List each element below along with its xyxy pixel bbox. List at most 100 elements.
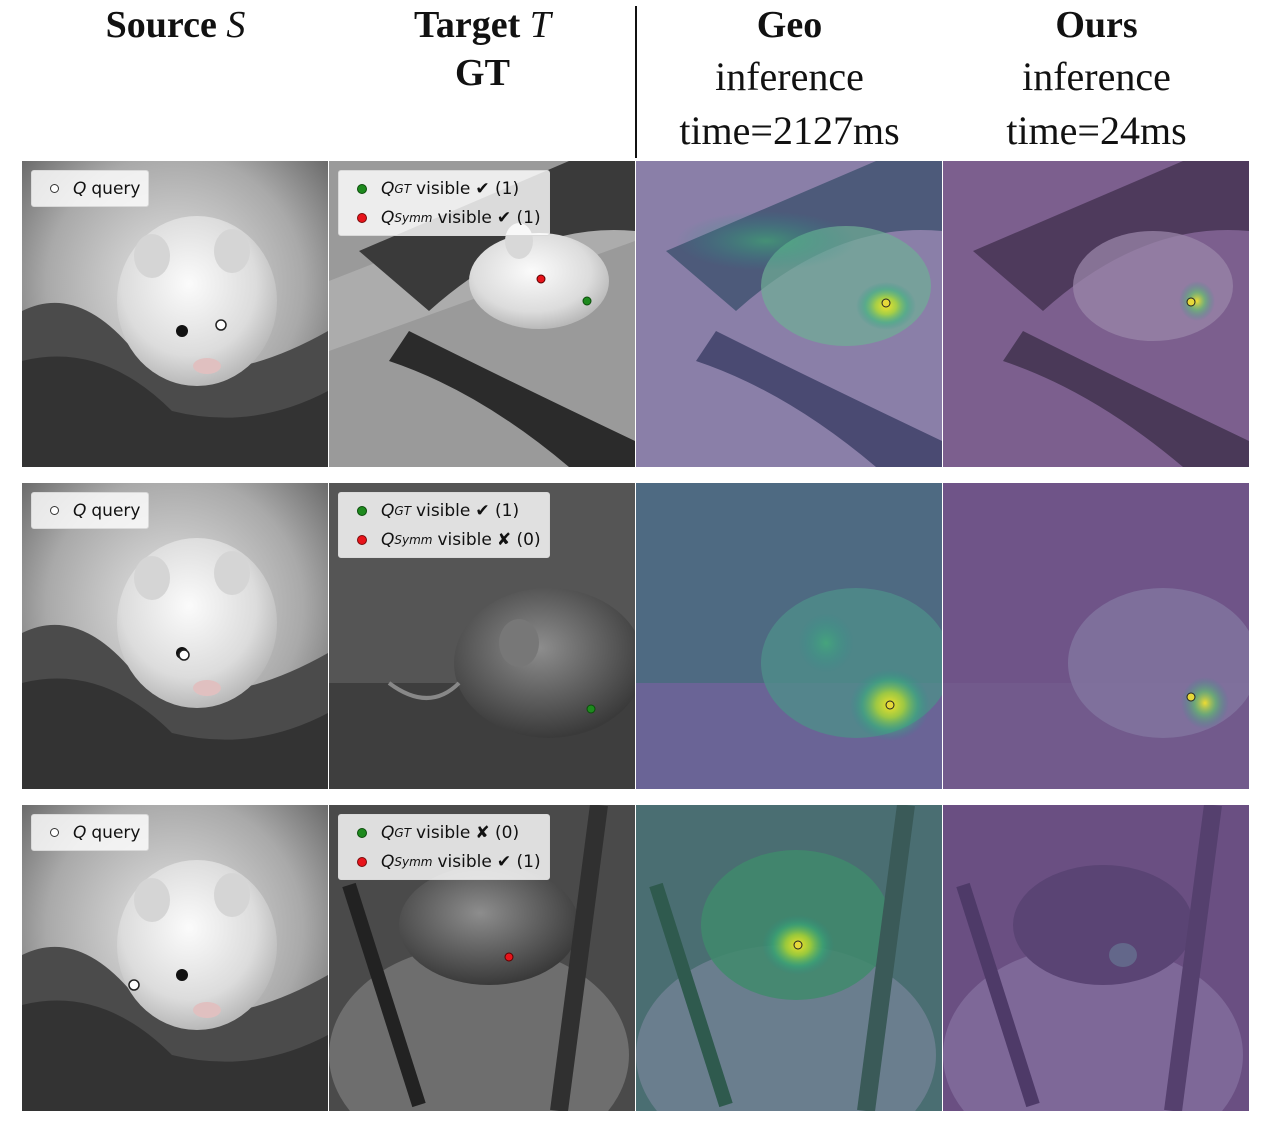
- target-legend: Q GT visible ✔ (1) Q Symm visible ✘ (0): [338, 492, 550, 558]
- symm-status: ✘ (0): [496, 529, 541, 550]
- ours-heatmap-image: [943, 805, 1249, 1111]
- symm-status: ✔ (1): [496, 851, 541, 872]
- gt-subscript: GT: [394, 825, 412, 840]
- legend-symm: Q Symm visible ✔ (1): [347, 847, 541, 876]
- header-ours: Ours inference time=24ms: [943, 0, 1250, 160]
- header-target-symbol: T: [529, 4, 551, 46]
- ours-heatmap: [943, 805, 1249, 1111]
- gt-symbol: Q: [381, 500, 395, 521]
- geo-heatmap: [636, 805, 942, 1111]
- source-image: Q query: [22, 161, 328, 467]
- legend-gt: Q GT visible ✔ (1): [347, 174, 541, 203]
- legend-symm: Q Symm visible ✔ (1): [347, 203, 541, 232]
- header-geo: Geo inference time=2127ms: [636, 0, 943, 160]
- symm-subscript: Symm: [394, 210, 433, 225]
- gt-visible-word: visible: [416, 822, 471, 843]
- query-label: query: [91, 822, 141, 843]
- gt-symbol: Q: [381, 822, 395, 843]
- gt-dot-icon: [357, 183, 367, 194]
- gt-symbol: Q: [381, 178, 395, 199]
- gt-visible-word: visible: [416, 178, 471, 199]
- header-target: Target T GT: [329, 0, 636, 160]
- target-markers: [586, 704, 596, 714]
- query-marker: [128, 979, 140, 991]
- symm-visible-word: visible: [437, 851, 492, 872]
- gt-dot-icon: [357, 827, 367, 838]
- symm-symbol: Q: [381, 851, 395, 872]
- header-ours-title: Ours: [1055, 4, 1138, 46]
- geo-heatmap-image: [636, 483, 942, 789]
- symm-visible-word: visible: [437, 207, 492, 228]
- gt-status: ✘ (0): [475, 822, 520, 843]
- gt-status: ✔ (1): [475, 500, 520, 521]
- target-image: Q GT visible ✘ (0) Q Symm visible ✔ (1): [329, 805, 635, 1111]
- source-legend: Q query: [31, 814, 150, 851]
- legend-query: Q query: [40, 174, 140, 203]
- target-legend: Q GT visible ✘ (0) Q Symm visible ✔ (1): [338, 814, 550, 880]
- query-symbol: Q: [73, 178, 87, 199]
- legend-gt: Q GT visible ✘ (0): [347, 818, 541, 847]
- example-row-3: Q query Q GT visible ✘ (0) Q Symm: [22, 805, 1251, 1111]
- gt-status: ✔ (1): [475, 178, 520, 199]
- symm-symbol: Q: [381, 207, 395, 228]
- ours-heatmap: [943, 483, 1249, 789]
- symm-status: ✔ (1): [496, 207, 541, 228]
- legend-symm: Q Symm visible ✘ (0): [347, 525, 541, 554]
- query-dot-icon: [50, 506, 59, 515]
- source-image: Q query: [22, 805, 328, 1111]
- header-source-symbol: S: [226, 4, 246, 46]
- symm-dot-icon: [357, 856, 367, 867]
- query-dot-icon: [50, 184, 59, 193]
- legend-query: Q query: [40, 496, 140, 525]
- geo-heatmap: [636, 483, 942, 789]
- source-photo: [22, 483, 328, 789]
- geo-heatmap-image: [636, 161, 942, 467]
- source-photo: [22, 805, 328, 1111]
- legend-gt: Q GT visible ✔ (1): [347, 496, 541, 525]
- query-marker: [178, 649, 190, 661]
- geo-heatmap: [636, 161, 942, 467]
- query-symbol: Q: [73, 822, 87, 843]
- query-dot-icon: [50, 828, 59, 837]
- header-divider: [635, 6, 637, 158]
- target-image: Q GT visible ✔ (1) Q Symm visible ✘ (0): [329, 483, 635, 789]
- header-geo-inference: inference: [715, 54, 864, 99]
- gt-visible-word: visible: [416, 500, 471, 521]
- example-row-1: Q query Q GT visible ✔ (1): [22, 161, 1251, 467]
- header-source-title: Source: [105, 4, 217, 46]
- symm-symbol: Q: [381, 529, 395, 550]
- target-legend: Q GT visible ✔ (1) Q Symm visible ✔ (1): [338, 170, 550, 236]
- ours-heatmap: [943, 161, 1249, 467]
- query-symbol: Q: [73, 500, 87, 521]
- symm-dot-icon: [357, 212, 367, 223]
- symm-dot-icon: [357, 534, 367, 545]
- query-label: query: [91, 178, 141, 199]
- source-legend: Q query: [31, 492, 150, 529]
- target-markers: [504, 952, 514, 962]
- header-ours-inference: inference: [1022, 54, 1171, 99]
- gt-subscript: GT: [394, 503, 412, 518]
- gt-dot-icon: [357, 505, 367, 516]
- symm-subscript: Symm: [394, 854, 433, 869]
- source-photo: [22, 161, 328, 467]
- header-source: Source S: [22, 0, 329, 160]
- header-geo-time: time=2127ms: [679, 108, 900, 153]
- header-geo-title: Geo: [756, 4, 823, 46]
- header-ours-time: time=24ms: [1006, 108, 1187, 153]
- source-legend: Q query: [31, 170, 150, 207]
- ours-heatmap-image: [943, 483, 1249, 789]
- symm-subscript: Symm: [394, 532, 433, 547]
- target-image: Q GT visible ✔ (1) Q Symm visible ✔ (1): [329, 161, 635, 467]
- symm-visible-word: visible: [437, 529, 492, 550]
- gt-subscript: GT: [394, 181, 412, 196]
- header-target-title: Target: [414, 4, 521, 46]
- geo-heatmap-image: [636, 805, 942, 1111]
- legend-query: Q query: [40, 818, 140, 847]
- example-row-2: Q query Q GT visible ✔ (1) Q Symm: [22, 483, 1251, 789]
- ours-heatmap-image: [943, 161, 1249, 467]
- query-label: query: [91, 500, 141, 521]
- source-image: Q query: [22, 483, 328, 789]
- target-markers: [536, 274, 592, 306]
- header-target-gt: GT: [455, 52, 510, 94]
- query-marker: [215, 319, 227, 331]
